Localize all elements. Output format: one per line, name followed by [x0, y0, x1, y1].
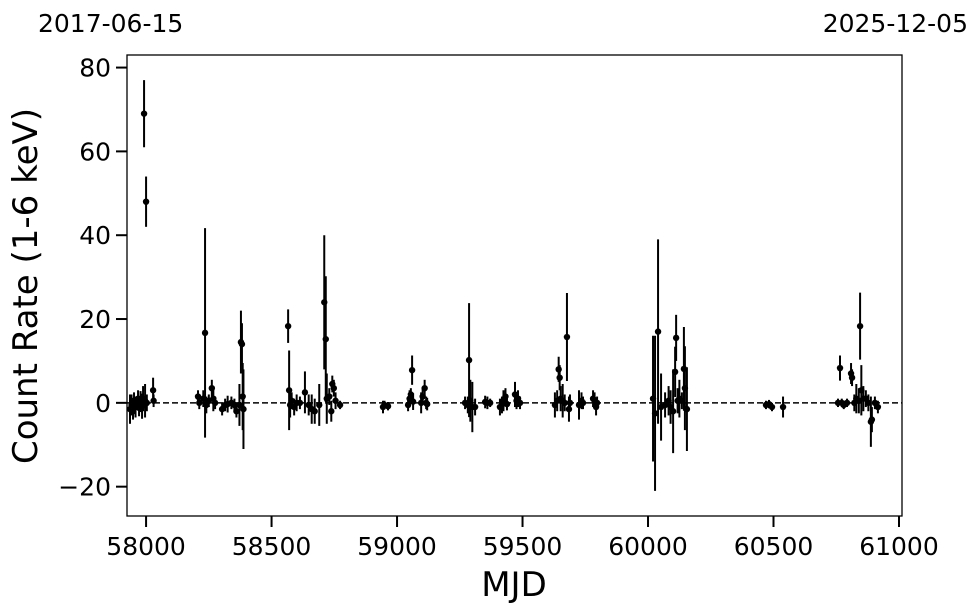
x-tick-label: 58000: [106, 532, 186, 561]
y-tick-label: 60: [79, 137, 111, 166]
data-point: [328, 408, 335, 415]
data-point: [671, 368, 679, 376]
top-left-date-label: 2017-06-15: [38, 9, 183, 38]
data-point: [465, 356, 473, 364]
data-point: [142, 198, 150, 205]
data-point: [843, 399, 851, 407]
data-point: [285, 387, 293, 394]
data-point: [471, 403, 479, 411]
data-point: [143, 399, 151, 407]
y-tick-label: 80: [79, 54, 111, 83]
data-point: [384, 402, 392, 410]
y-tick-label: 0: [95, 389, 111, 418]
data-point: [409, 398, 417, 405]
data-point: [316, 401, 323, 409]
data-point: [301, 389, 309, 396]
data-point: [408, 366, 416, 374]
data-point: [311, 408, 318, 415]
y-tick-label: 20: [79, 305, 111, 334]
data-point: [284, 322, 292, 330]
top-right-date-label: 2025-12-05: [823, 9, 968, 38]
data-point: [661, 401, 669, 409]
data-point: [654, 328, 662, 335]
data-point: [326, 393, 333, 400]
data-point: [561, 399, 568, 407]
data-point: [201, 329, 209, 337]
y-axis-label: Count Rate (1-6 keV): [6, 108, 46, 464]
data-point: [579, 399, 587, 407]
data-point: [563, 333, 571, 341]
axes: 58000 58500 59000 59500 60000 60500 61000 −20 0 2…: [58, 54, 939, 561]
data-point: [683, 405, 691, 413]
data-point: [565, 405, 573, 413]
data-point: [332, 397, 339, 404]
x-tick-label: 60000: [608, 532, 688, 561]
data-point: [150, 397, 157, 404]
data-point: [555, 366, 562, 373]
data-point: [140, 110, 148, 117]
data-point: [672, 334, 680, 342]
data-point: [868, 416, 876, 423]
data-point: [421, 384, 428, 392]
data-point: [503, 400, 511, 408]
data-point: [196, 399, 203, 407]
data-point: [240, 405, 247, 413]
y-tick-label: −20: [58, 473, 111, 502]
x-tick-label: 59500: [483, 532, 563, 561]
data-point: [556, 374, 563, 381]
data-point: [593, 399, 601, 407]
data-point: [566, 399, 574, 407]
data-point: [836, 364, 844, 372]
plot-frame: [126, 54, 903, 517]
x-tick-label: 58500: [232, 532, 312, 561]
data-point: [423, 400, 431, 408]
data-point: [322, 335, 329, 343]
x-tick-label: 61000: [859, 532, 939, 561]
x-tick-label: 59000: [357, 532, 437, 561]
data-point: [296, 399, 304, 407]
data-point: [486, 399, 494, 407]
data-point: [768, 403, 776, 411]
y-tick-label: 40: [79, 221, 111, 250]
data-point: [211, 399, 219, 407]
data-point: [336, 401, 344, 409]
data-point: [651, 410, 659, 417]
data-point: [874, 403, 882, 411]
data-points: [126, 80, 902, 491]
data-point: [779, 403, 787, 411]
data-point: [236, 401, 243, 409]
data-point: [238, 340, 246, 348]
data-point: [856, 322, 864, 330]
data-point: [669, 408, 677, 415]
data-point: [848, 374, 856, 381]
x-tick-label: 60500: [734, 532, 814, 561]
data-point: [516, 399, 524, 407]
data-point: [330, 384, 338, 392]
data-point: [233, 408, 240, 415]
data-point: [149, 387, 157, 394]
x-axis-label: MJD: [481, 565, 547, 605]
